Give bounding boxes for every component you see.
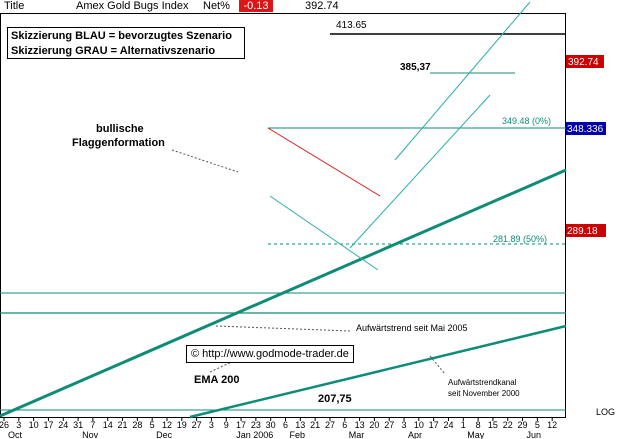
flag-leader — [171, 149, 239, 173]
copyright-box: © http://www.godmode-trader.de — [186, 345, 354, 363]
x-tick-label: 22 — [503, 420, 513, 430]
level-348-tag — [566, 122, 606, 135]
x-tick-label: 30 — [266, 420, 276, 430]
level-289-tag-text: 289.18 — [567, 226, 598, 237]
x-tick-label: 15 — [488, 420, 498, 430]
ema200-label: EMA 200 — [194, 374, 239, 386]
x-tick-label: 27 — [325, 420, 335, 430]
month-label: Jan 2006 — [236, 430, 273, 439]
x-tick-label: 31 — [73, 420, 83, 430]
x-tick-label: 26 — [0, 420, 9, 430]
scenario-legend: Skizzierung BLAU = bevorzugtes Szenario … — [7, 27, 245, 59]
channel-line-nov-2000 — [189, 324, 567, 419]
channel-label-line2: seit November 2000 — [448, 389, 520, 398]
x-tick-label: 5 — [535, 420, 540, 430]
x-tick-label: 13 — [295, 420, 305, 430]
x-tick-label: 20 — [369, 420, 379, 430]
x-tick-label: 27 — [384, 420, 394, 430]
x-tick-label: 21 — [310, 420, 320, 430]
x-tick-label: 17 — [43, 420, 53, 430]
header-last-price: 392.74 — [305, 0, 339, 12]
legend-gray-scenario: Skizzierung GRAU = Alternativszenario — [11, 45, 216, 57]
breakout-channel-lower — [349, 94, 491, 249]
month-label: Jun — [527, 430, 542, 439]
breakout-channel-upper — [394, 1, 531, 161]
flag-label-line2: Flaggenformation — [72, 137, 165, 149]
x-tick-label: 14 — [103, 420, 113, 430]
uptrend-line-may-2005 — [0, 168, 567, 418]
month-label: Dec — [156, 430, 173, 439]
header-instrument: Amex Gold Bugs Index — [76, 0, 189, 12]
x-tick-label: 3 — [209, 420, 214, 430]
x-tick-label: 17 — [429, 420, 439, 430]
high-label: 385,37 — [400, 62, 431, 73]
fib0-label: 349.48 (0%) — [502, 116, 551, 126]
x-tick-label: 3 — [16, 420, 21, 430]
legend-blue-scenario: Skizzierung BLAU = bevorzugtes Szenario — [11, 30, 232, 42]
month-label: May — [467, 430, 485, 439]
x-tick-label: 24 — [58, 420, 68, 430]
header-change-value: -0.13 — [239, 0, 273, 12]
x-axis-ticks: 26 3 10 17 24 31 7 14 21 28 5 12 19 27 3 9 17 23 30 6 13 21 27… — [0, 417, 557, 430]
x-tick-label: 8 — [476, 420, 481, 430]
x-tick-label: 28 — [132, 420, 142, 430]
uptrend-label: Aufwärtstrend seit Mai 2005 — [356, 323, 468, 333]
level-289-tag — [566, 224, 606, 237]
x-tick-label: 6 — [283, 420, 288, 430]
x-tick-label: 12 — [162, 420, 172, 430]
header-change-label: Net% — [203, 0, 230, 12]
x-tick-label: 1 — [461, 420, 466, 430]
resistance-label: 413.65 — [336, 20, 367, 31]
channel-label-line1: Aufwärtstrendkanal — [448, 378, 517, 387]
last-price-tag — [566, 55, 604, 68]
month-label: Nov — [82, 430, 99, 439]
x-tick-label: 12 — [547, 420, 557, 430]
x-tick-label: 10 — [414, 420, 424, 430]
x-tick-label: 9 — [224, 420, 229, 430]
month-label: Apr — [408, 430, 422, 439]
flag-lower-line — [269, 195, 379, 271]
x-tick-label: 7 — [90, 420, 95, 430]
month-label: Feb — [290, 430, 306, 439]
x-tick-label: 21 — [118, 420, 128, 430]
flag-upper-line — [267, 127, 381, 197]
low-label: 207,75 — [318, 393, 352, 405]
x-tick-label: 27 — [192, 420, 202, 430]
x-tick-label: 13 — [355, 420, 365, 430]
flag-label-line1: bullische — [96, 123, 144, 135]
month-label: Mar — [349, 430, 365, 439]
month-axis: Oct Nov Dec Jan 2006 Feb Mar Apr May Jun — [8, 430, 541, 439]
fib50-label: 281.89 (50%) — [493, 234, 547, 244]
last-price-tag-text: 392.74 — [568, 57, 599, 68]
x-tick-label: 17 — [236, 420, 246, 430]
x-tick-label: 24 — [443, 420, 453, 430]
month-label: Oct — [8, 430, 23, 439]
x-tick-label: 6 — [342, 420, 347, 430]
x-tick-label: 10 — [29, 420, 39, 430]
header-title-label: Title — [4, 0, 25, 12]
x-tick-label: 5 — [150, 420, 155, 430]
x-tick-label: 19 — [177, 420, 187, 430]
level-348-tag-text: 348.336 — [567, 124, 604, 135]
x-tick-label: 3 — [402, 420, 407, 430]
log-scale-label: LOG — [596, 407, 615, 417]
x-tick-label: 29 — [518, 420, 528, 430]
x-tick-label: 23 — [251, 420, 261, 430]
